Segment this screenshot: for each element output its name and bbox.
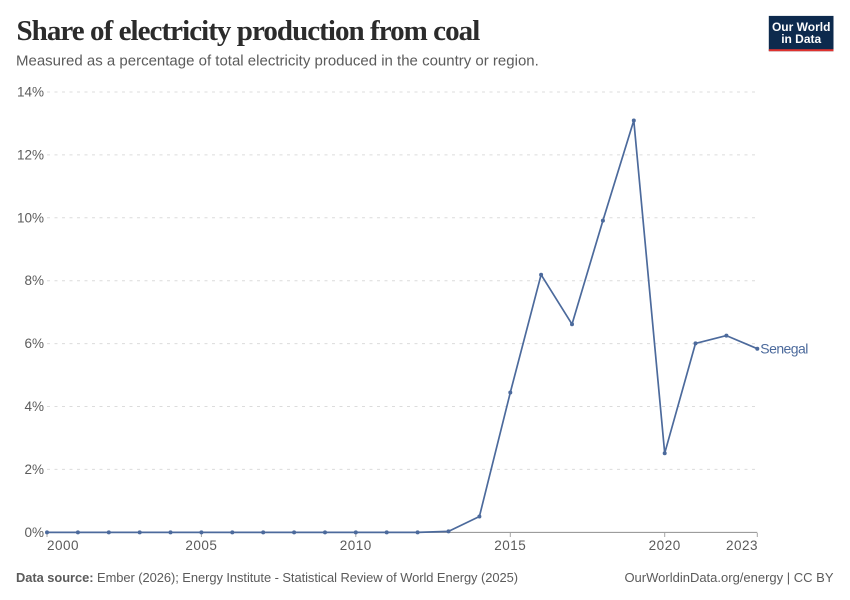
svg-text:2010: 2010 (340, 538, 372, 553)
svg-text:2023: 2023 (726, 538, 758, 553)
svg-text:6%: 6% (24, 336, 44, 351)
svg-text:0%: 0% (24, 525, 44, 540)
svg-text:2000: 2000 (47, 538, 79, 553)
svg-text:2020: 2020 (649, 538, 681, 553)
svg-text:Share of electricity productio: Share of electricity production from coa… (17, 15, 481, 47)
svg-text:2015: 2015 (494, 538, 526, 553)
svg-text:2%: 2% (24, 462, 44, 477)
svg-text:Data source: Ember (2026); Ene: Data source: Ember (2026); Energy Instit… (16, 570, 518, 585)
svg-text:14%: 14% (17, 85, 44, 100)
svg-text:in Data: in Data (781, 32, 821, 46)
svg-text:8%: 8% (24, 273, 44, 288)
svg-text:2005: 2005 (185, 538, 217, 553)
svg-text:4%: 4% (24, 399, 44, 414)
svg-text:10%: 10% (17, 210, 44, 225)
svg-text:Senegal: Senegal (760, 341, 808, 357)
svg-text:Measured as a percentage of to: Measured as a percentage of total electr… (16, 52, 539, 69)
svg-text:12%: 12% (17, 147, 44, 162)
svg-text:Our World: Our World (772, 20, 830, 34)
svg-text:OurWorldinData.org/energy | CC: OurWorldinData.org/energy | CC BY (624, 570, 833, 585)
